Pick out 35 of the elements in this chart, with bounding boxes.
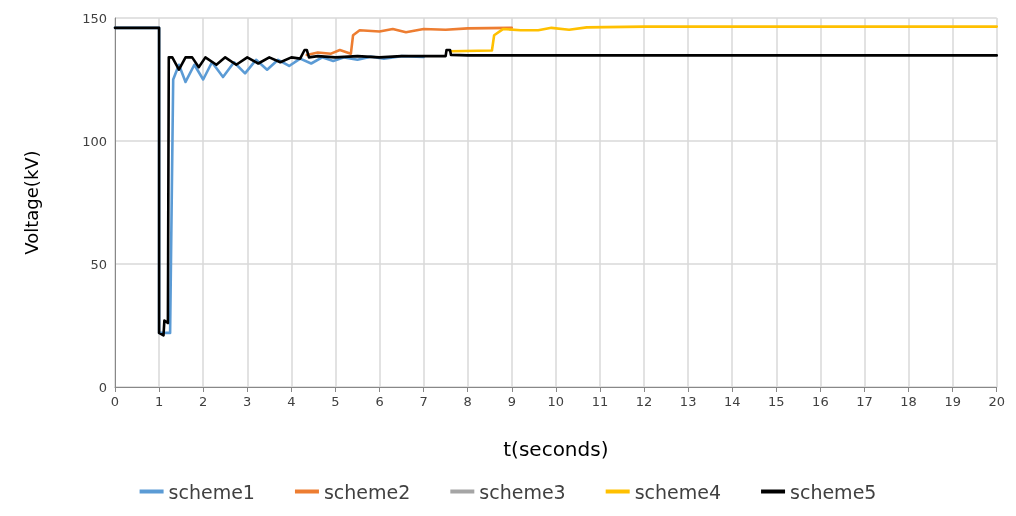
x-tick-label: 16 [812,394,829,409]
x-tick-label: 20 [988,394,1005,409]
x-tick-label: 15 [768,394,785,409]
x-tick-label: 6 [375,394,384,409]
x-tick-label: 4 [287,394,296,409]
x-tick-label: 10 [547,394,565,409]
x-tick-label: 13 [679,394,697,409]
x-tick-label: 1 [154,394,164,409]
line-series [305,26,514,57]
x-tick-label: 17 [856,394,873,409]
x-tick-label: 9 [507,394,516,409]
y-tick-label: 150 [82,10,107,26]
y-tick-label: 50 [90,256,107,272]
legend-label: scheme5 [790,480,877,503]
x-tick-label: 7 [419,394,428,409]
legend-label: scheme4 [634,480,722,503]
y-tick-label: 100 [82,133,107,149]
legend-label: scheme3 [479,480,566,503]
x-tick-label: 14 [723,394,741,409]
x-tick-label: 5 [331,394,340,409]
x-tick-label: 0 [110,394,120,409]
x-tick-label: 2 [199,394,208,409]
line-series [448,25,999,53]
x-tick-label: 18 [900,394,917,409]
x-tick-label: 19 [944,394,961,409]
x-tick-label: 11 [591,394,609,409]
x-axis-title: t(seconds) [503,437,609,461]
legend-label: scheme1 [168,480,255,503]
x-tick-label: 8 [463,394,472,409]
y-axis-title: Voltage(kV) [20,150,42,255]
line-series [113,26,999,337]
legend-label: scheme2 [323,480,411,503]
x-tick-label: 3 [243,394,252,409]
x-tick-label: 12 [635,394,653,409]
y-tick-label: 0 [98,379,107,395]
